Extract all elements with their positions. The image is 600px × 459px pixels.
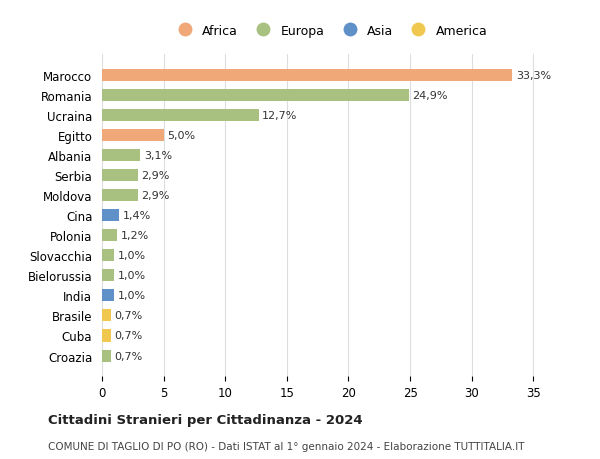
Bar: [102, 150, 140, 162]
Bar: [102, 250, 115, 262]
Text: 0,7%: 0,7%: [115, 311, 143, 321]
Bar: [102, 310, 110, 322]
Text: 33,3%: 33,3%: [516, 71, 551, 81]
Legend: Africa, Europa, Asia, America: Africa, Europa, Asia, America: [167, 20, 493, 43]
Text: COMUNE DI TAGLIO DI PO (RO) - Dati ISTAT al 1° gennaio 2024 - Elaborazione TUTTI: COMUNE DI TAGLIO DI PO (RO) - Dati ISTAT…: [48, 441, 524, 451]
Bar: [102, 190, 138, 202]
Bar: [102, 130, 164, 142]
Text: 2,9%: 2,9%: [142, 191, 170, 201]
Bar: [102, 350, 110, 362]
Bar: [102, 90, 409, 102]
Text: 1,0%: 1,0%: [118, 271, 146, 281]
Bar: [102, 110, 259, 122]
Bar: [102, 170, 138, 182]
Text: 3,1%: 3,1%: [144, 151, 172, 161]
Bar: [102, 270, 115, 282]
Bar: [102, 330, 110, 342]
Text: 24,9%: 24,9%: [413, 91, 448, 101]
Text: 2,9%: 2,9%: [142, 171, 170, 181]
Text: 0,7%: 0,7%: [115, 331, 143, 341]
Text: 1,0%: 1,0%: [118, 291, 146, 301]
Text: 1,2%: 1,2%: [121, 231, 149, 241]
Text: Cittadini Stranieri per Cittadinanza - 2024: Cittadini Stranieri per Cittadinanza - 2…: [48, 413, 362, 426]
Text: 1,0%: 1,0%: [118, 251, 146, 261]
Text: 12,7%: 12,7%: [262, 111, 298, 121]
Bar: [102, 230, 117, 242]
Text: 1,4%: 1,4%: [123, 211, 151, 221]
Bar: [102, 210, 119, 222]
Text: 5,0%: 5,0%: [167, 131, 196, 141]
Text: 0,7%: 0,7%: [115, 351, 143, 361]
Bar: [102, 290, 115, 302]
Bar: [102, 70, 512, 82]
